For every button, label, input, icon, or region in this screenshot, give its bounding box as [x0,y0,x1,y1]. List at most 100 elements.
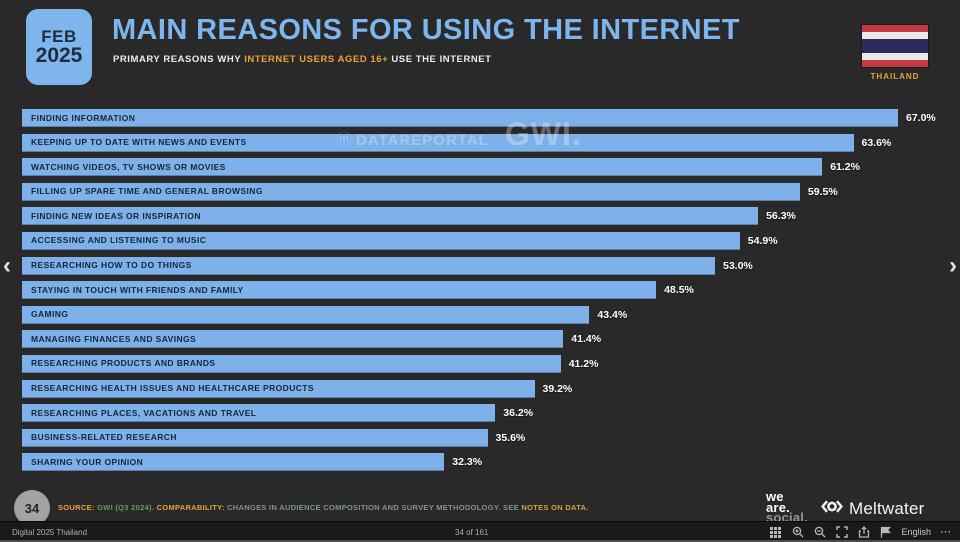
bar: RESEARCHING PRODUCTS AND BRANDS [22,354,561,373]
bar-row: KEEPING UP TO DATE WITH NEWS AND EVENTS 6… [22,133,942,152]
bar-label: STAYING IN TOUCH WITH FRIENDS AND FAMILY [31,284,244,295]
bar-row: MANAGING FINANCES AND SAVINGS 41.4% [22,330,942,349]
bar-value: 41.4% [571,333,602,346]
bar: SHARING YOUR OPINION [22,453,445,472]
badge-year: 2025 [35,43,83,67]
bar-value: 53.0% [723,259,753,272]
date-badge: FEB 2025 [26,9,92,85]
subtitle-prefix: PRIMARY REASONS WHY [113,54,245,65]
bar-label: GAMING [31,309,69,320]
page-number-badge: 34 [14,490,50,522]
bar-row: RESEARCHING HEALTH ISSUES AND HEALTHCARE… [22,379,942,398]
page-title: MAIN REASONS FOR USING THE INTERNET [112,14,740,46]
bar: RESEARCHING PLACES, VACATIONS AND TRAVEL [22,404,496,423]
meltwater-mark-icon [820,499,844,519]
bar-row: ACCESSING AND LISTENING TO MUSIC 54.9% [22,231,942,250]
bar-row: SHARING YOUR OPINION 32.3% [22,453,942,472]
bar-chart: FINDING INFORMATION 67.0% KEEPING UP TO DA… [22,109,942,472]
bar-row: WATCHING VIDEOS, TV SHOWS OR MOVIES 61.2% [22,158,942,177]
bar-row: FILLING UP SPARE TIME AND GENERAL BROWSI… [22,182,942,201]
badge-month: FEB [41,26,77,46]
subtitle-highlight: INTERNET USERS AGED 16+ [244,54,389,65]
slide: FEB 2025 MAIN REASONS FOR USING THE INTE… [3,9,957,522]
bar-value: 36.2% [503,407,534,420]
bar-label: RESEARCHING PLACES, VACATIONS AND TRAVEL [31,407,257,418]
bar: BUSINESS-RELATED RESEARCH [22,428,488,447]
bar-row: FINDING INFORMATION 67.0% [22,109,942,127]
deck-title: Digital 2025 Thailand [12,527,88,537]
bar-row: BUSINESS-RELATED RESEARCH 35.6% [22,428,942,447]
bar-value: 41.2% [568,357,599,370]
page-indicator: 34 of 161 [455,527,489,537]
bar: FINDING NEW IDEAS OR INSPIRATION [22,207,759,226]
subtitle-suffix: USE THE INTERNET [388,54,492,65]
bar-value: 32.3% [452,456,483,469]
bar-label: KEEPING UP TO DATE WITH NEWS AND EVENTS [31,137,247,148]
bar-value: 67.0% [906,112,936,124]
grid-view-icon[interactable] [769,526,782,539]
source-label: SOURCE: [58,503,95,512]
next-slide-button[interactable]: › [949,252,957,279]
bar-row: RESEARCHING PRODUCTS AND BRANDS 41.2% [22,354,942,373]
bar-value: 39.2% [542,382,573,395]
bar-label: SHARING YOUR OPINION [31,456,144,467]
bar: MANAGING FINANCES AND SAVINGS [22,330,564,349]
bar: RESEARCHING HOW TO DO THINGS [22,256,715,275]
bar-label: BUSINESS-RELATED RESEARCH [31,432,177,443]
meltwater-label: Meltwater [849,499,925,518]
bar-label: RESEARCHING PRODUCTS AND BRANDS [31,358,216,369]
bar-row: RESEARCHING HOW TO DO THINGS 53.0% [22,256,942,275]
page-subtitle: PRIMARY REASONS WHY INTERNET USERS AGED … [113,54,492,65]
source-value: GWI (Q3 2024). [94,503,157,512]
bar-row: GAMING 43.4% [22,305,942,324]
bar-label: RESEARCHING HEALTH ISSUES AND HEALTHCARE… [31,383,314,394]
bar-value: 54.9% [747,234,778,247]
bar-value: 59.5% [807,185,838,198]
zoom-out-icon[interactable] [813,526,826,539]
share-icon[interactable] [857,526,870,539]
bar-label: FILLING UP SPARE TIME AND GENERAL BROWSI… [31,186,263,197]
more-options-button[interactable]: ⋯ [940,526,952,538]
meltwater-logo: Meltwater [820,499,925,519]
country-label: THAILAND [870,72,920,81]
viewer-controls: English ⋯ [769,526,952,539]
bar: STAYING IN TOUCH WITH FRIENDS AND FAMILY [22,281,657,300]
bar-row: RESEARCHING PLACES, VACATIONS AND TRAVEL… [22,404,942,423]
bar-label: FINDING INFORMATION [31,112,136,123]
bar: GAMING [22,305,590,324]
bar: FILLING UP SPARE TIME AND GENERAL BROWSI… [22,182,800,201]
fullscreen-icon[interactable] [835,526,848,539]
language-selector[interactable]: English [901,527,931,537]
bar-label: ACCESSING AND LISTENING TO MUSIC [31,235,207,246]
viewer-bottom-strip [0,540,960,542]
bar-label: FINDING NEW IDEAS OR INSPIRATION [31,210,201,221]
bar: RESEARCHING HEALTH ISSUES AND HEALTHCARE… [22,379,535,398]
bar-value: 48.5% [664,284,694,297]
we-are-social-logo: we are. social. [766,489,808,522]
bar-label: WATCHING VIDEOS, TV SHOWS OR MOVIES [31,161,226,172]
source-line: SOURCE: GWI (Q3 2024). COMPARABILITY: CH… [58,503,589,512]
bar-label: MANAGING FINANCES AND SAVINGS [31,333,197,344]
bar-value: 61.2% [830,161,860,174]
thailand-flag-icon [862,25,928,67]
prev-slide-button[interactable]: ‹ [3,252,11,279]
bar-value: 35.6% [495,431,526,444]
viewer-toolbar: Digital 2025 Thailand 34 of 161 [0,521,960,542]
bar-row: STAYING IN TOUCH WITH FRIENDS AND FAMILY… [22,281,942,300]
zoom-in-icon[interactable] [791,526,804,539]
flag-report-icon[interactable] [879,526,892,539]
bar: WATCHING VIDEOS, TV SHOWS OR MOVIES [22,158,823,177]
bar: FINDING INFORMATION [22,109,898,127]
comparability-text: CHANGES IN AUDIENCE COMPOSITION AND SURV… [224,503,522,512]
bar-value: 63.6% [861,136,892,149]
bar-label: RESEARCHING HOW TO DO THINGS [31,260,192,271]
bar: ACCESSING AND LISTENING TO MUSIC [22,231,740,250]
bar-value: 43.4% [597,308,628,321]
comparability-label: COMPARABILITY: [156,503,225,512]
bar-row: FINDING NEW IDEAS OR INSPIRATION 56.3% [22,207,942,226]
country-block: THAILAND [862,25,928,81]
bar: KEEPING UP TO DATE WITH NEWS AND EVENTS [22,133,854,152]
bar-value: 56.3% [766,210,796,223]
notes-on-data-link[interactable]: NOTES ON DATA. [521,503,589,512]
